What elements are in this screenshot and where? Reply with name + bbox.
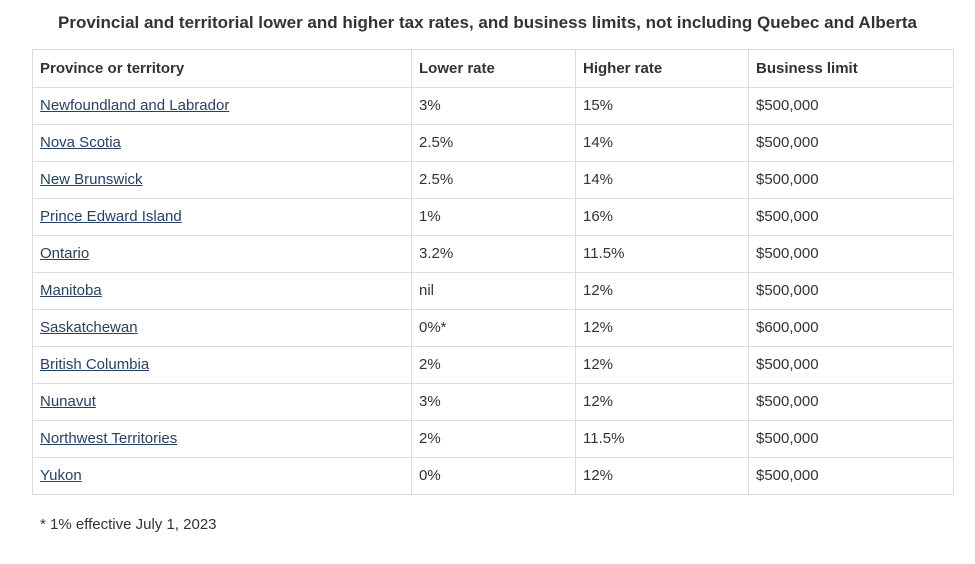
province-link-yukon[interactable]: Yukon (40, 467, 82, 485)
column-header-lower-rate: Lower rate (411, 49, 576, 89)
province-link-saskatchewan[interactable]: Saskatchewan (40, 319, 138, 337)
business-limit-cell: $500,000 (748, 87, 954, 126)
province-cell: Saskatchewan (32, 309, 412, 348)
province-cell: British Columbia (32, 346, 412, 385)
higher-rate-cell: 12% (575, 346, 749, 385)
province-link-british-columbia[interactable]: British Columbia (40, 356, 150, 374)
province-cell: Prince Edward Island (32, 198, 412, 237)
table-row: Ontario 3.2% 11.5% $500,000 (32, 235, 954, 274)
lower-rate-cell: 1% (411, 198, 576, 237)
business-limit-cell: $500,000 (748, 457, 954, 496)
column-header-province: Province or territory (32, 49, 412, 89)
table-row: Saskatchewan 0%* 12% $600,000 (32, 309, 954, 348)
province-cell: Ontario (32, 235, 412, 274)
province-cell: Yukon (32, 457, 412, 496)
province-cell: New Brunswick (32, 161, 412, 200)
business-limit-cell: $500,000 (748, 235, 954, 274)
province-cell: Manitoba (32, 272, 412, 311)
table-row: Nunavut 3% 12% $500,000 (32, 383, 954, 422)
table-row: Manitoba nil 12% $500,000 (32, 272, 954, 311)
higher-rate-cell: 14% (575, 161, 749, 200)
province-link-prince-edward-island[interactable]: Prince Edward Island (40, 208, 182, 226)
province-cell: Newfoundland and Labrador (32, 87, 412, 126)
higher-rate-cell: 11.5% (575, 235, 749, 274)
table-row: Prince Edward Island 1% 16% $500,000 (32, 198, 954, 237)
table-row: British Columbia 2% 12% $500,000 (32, 346, 954, 385)
table-row: Newfoundland and Labrador 3% 15% $500,00… (32, 87, 954, 126)
business-limit-cell: $500,000 (748, 346, 954, 385)
higher-rate-cell: 12% (575, 457, 749, 496)
higher-rate-cell: 12% (575, 383, 749, 422)
business-limit-cell: $500,000 (748, 161, 954, 200)
lower-rate-cell: 0% (411, 457, 576, 496)
province-link-manitoba[interactable]: Manitoba (40, 282, 102, 300)
higher-rate-cell: 12% (575, 272, 749, 311)
higher-rate-cell: 16% (575, 198, 749, 237)
province-cell: Nunavut (32, 383, 412, 422)
tax-rates-table: Province or territory Lower rate Higher … (32, 49, 954, 496)
higher-rate-cell: 15% (575, 87, 749, 126)
business-limit-cell: $500,000 (748, 124, 954, 163)
higher-rate-cell: 12% (575, 309, 749, 348)
province-cell: Nova Scotia (32, 124, 412, 163)
footnote: * 1% effective July 1, 2023 (40, 516, 217, 534)
province-link-nunavut[interactable]: Nunavut (40, 393, 96, 411)
table-header-row: Province or territory Lower rate Higher … (32, 49, 954, 89)
table-row: New Brunswick 2.5% 14% $500,000 (32, 161, 954, 200)
lower-rate-cell: 3.2% (411, 235, 576, 274)
lower-rate-cell: nil (411, 272, 576, 311)
lower-rate-cell: 2.5% (411, 124, 576, 163)
lower-rate-cell: 2% (411, 420, 576, 459)
province-link-nova-scotia[interactable]: Nova Scotia (40, 134, 121, 152)
province-cell: Northwest Territories (32, 420, 412, 459)
table-row: Northwest Territories 2% 11.5% $500,000 (32, 420, 954, 459)
column-header-higher-rate: Higher rate (575, 49, 749, 89)
lower-rate-cell: 3% (411, 87, 576, 126)
business-limit-cell: $500,000 (748, 198, 954, 237)
business-limit-cell: $500,000 (748, 383, 954, 422)
column-header-business-limit: Business limit (748, 49, 954, 89)
higher-rate-cell: 14% (575, 124, 749, 163)
province-link-newfoundland-and-labrador[interactable]: Newfoundland and Labrador (40, 97, 230, 115)
business-limit-cell: $500,000 (748, 420, 954, 459)
lower-rate-cell: 3% (411, 383, 576, 422)
higher-rate-cell: 11.5% (575, 420, 749, 459)
lower-rate-cell: 2.5% (411, 161, 576, 200)
table-row: Yukon 0% 12% $500,000 (32, 457, 954, 496)
lower-rate-cell: 0%* (411, 309, 576, 348)
business-limit-cell: $500,000 (748, 272, 954, 311)
province-link-ontario[interactable]: Ontario (40, 245, 90, 263)
business-limit-cell: $600,000 (748, 309, 954, 348)
page-title: Provincial and territorial lower and hig… (58, 13, 917, 32)
province-link-new-brunswick[interactable]: New Brunswick (40, 171, 143, 189)
table-row: Nova Scotia 2.5% 14% $500,000 (32, 124, 954, 163)
lower-rate-cell: 2% (411, 346, 576, 385)
province-link-northwest-territories[interactable]: Northwest Territories (40, 430, 178, 448)
